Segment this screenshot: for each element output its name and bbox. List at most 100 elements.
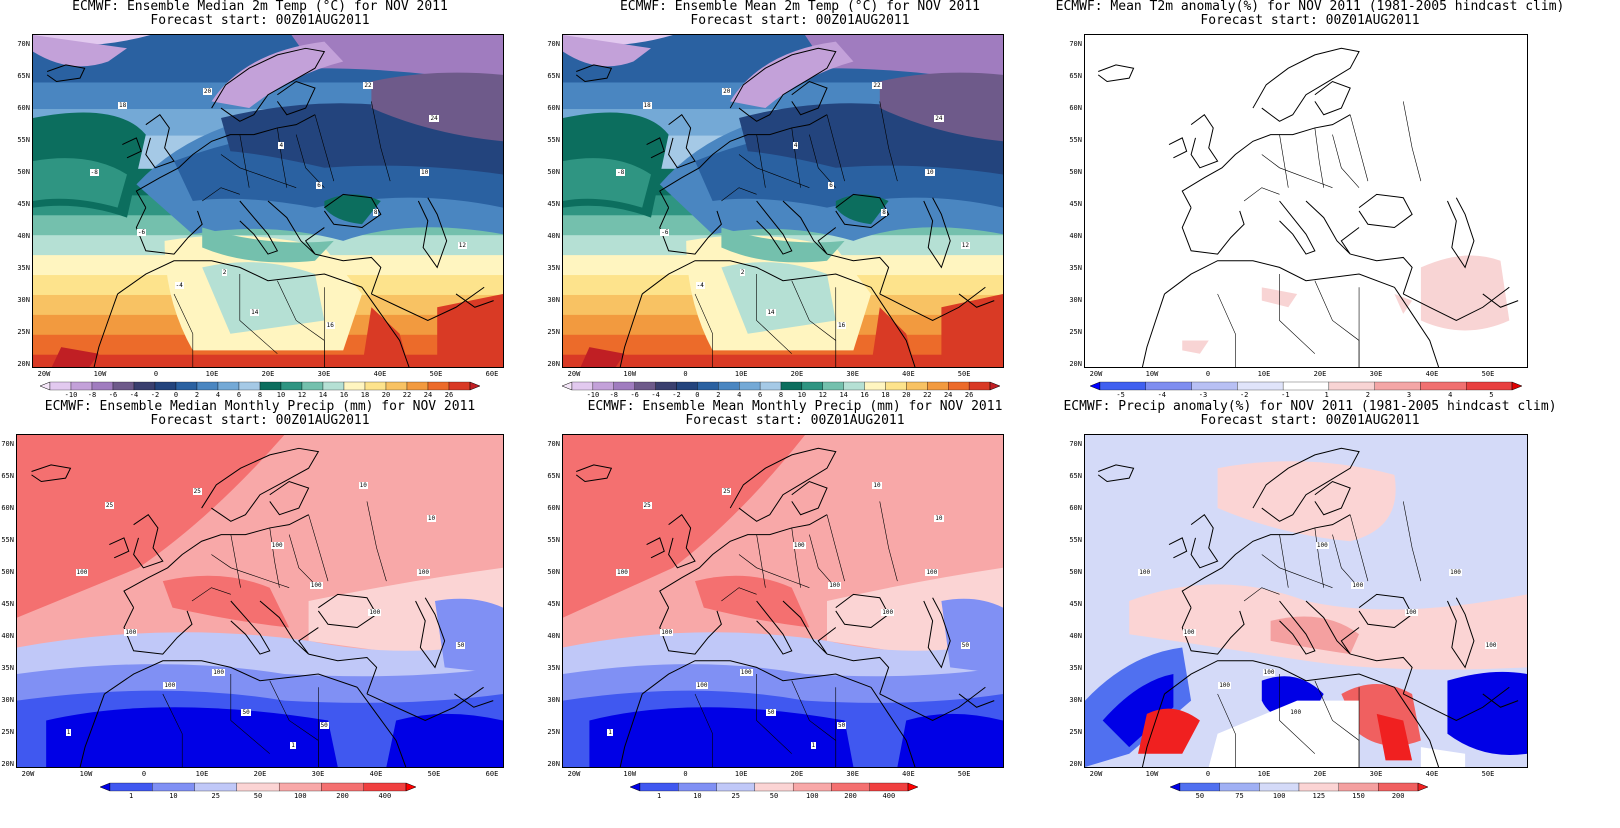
colorbar-swatch (948, 381, 970, 391)
contour-label: 100 (1262, 668, 1276, 676)
contour-label: 20 (202, 88, 213, 96)
coastline (415, 597, 446, 669)
lon-tick-label: 0 (1205, 770, 1211, 778)
contour-label: 100 (163, 682, 177, 690)
colorbar-swatch (322, 381, 345, 391)
contour-label: 100 (309, 581, 323, 589)
colorbar-swatch (1099, 381, 1146, 391)
colorbar-label: 6 (757, 391, 763, 399)
country-border (1261, 554, 1333, 588)
coastline (870, 287, 916, 367)
colorbar-label: -2 (672, 391, 681, 399)
colorbar-label: -8 (609, 391, 619, 399)
colorbar-swatch (1237, 381, 1284, 391)
contour-label: 100 (616, 568, 629, 576)
panel-subtitle: Forecast start: 00Z01AUG2011 (685, 413, 905, 428)
contour-label: -6 (136, 228, 147, 236)
contour-label: 100 (270, 541, 284, 549)
contour-label: 16 (325, 322, 335, 330)
colorbar-label: 10 (169, 792, 178, 800)
lat-tick-label: 70N (17, 40, 30, 48)
lon-tick-label: 0 (141, 770, 147, 778)
lon-tick-label: 10E (734, 370, 748, 378)
colorbar-swatch (831, 782, 870, 792)
map-field (1085, 35, 1527, 367)
map-panel-p3: ECMWF: Mean T2m anomaly(%) for NOV 2011 … (1040, 0, 1580, 34)
map-area: -8 -6 -4 2 4 6 8 10 12 14 16 18 20 22 24 (562, 34, 1004, 368)
colorbar-label: 400 (882, 792, 896, 800)
coastline (668, 114, 696, 169)
colorbar-label: 14 (839, 391, 848, 399)
coastline (1305, 600, 1360, 655)
colorbar-label: 24 (423, 391, 433, 399)
contour-label: -4 (174, 282, 184, 290)
coastline (835, 193, 890, 229)
country-border (173, 293, 194, 367)
colorbar-swatch (571, 381, 594, 391)
lat-tick-label: 20N (1, 760, 14, 768)
lat-tick-label: 35N (1, 664, 14, 672)
contour-label: 25 (642, 501, 652, 509)
panel-title: ECMWF: Precip anomaly(%) for NOV 2011 (1… (1063, 399, 1557, 414)
colorbar-swatch (152, 782, 195, 792)
contour-label: 100 (1315, 541, 1329, 549)
coastline (756, 200, 793, 255)
lat-tick-label: 65N (547, 472, 560, 480)
colorbar-swatch (1145, 381, 1192, 391)
contour-label: 24 (429, 115, 439, 123)
lat-tick-label: 25N (547, 328, 560, 336)
colorbar-swatch (1191, 381, 1238, 391)
colorbar-swatch (238, 381, 261, 391)
contour-label: 100 (368, 608, 382, 616)
colorbar-label: 25 (731, 792, 740, 800)
colorbar-swatch (822, 381, 844, 391)
colorbar-label: 50 (769, 792, 779, 800)
lat-tick-label: 60N (547, 504, 560, 512)
lat-tick-label: 60N (1069, 104, 1082, 112)
coastline (1181, 114, 1351, 208)
colorbar-label: -5 (1116, 391, 1125, 399)
colorbar-swatch (754, 782, 794, 792)
coastline (791, 80, 828, 116)
coastline (619, 293, 643, 367)
country-border (694, 293, 713, 367)
colorbar-label: 1 (129, 792, 134, 800)
colorbar-swatch (154, 381, 177, 391)
lat-tick-label: 50N (1, 568, 14, 576)
coastline (230, 600, 271, 655)
lat-tick-label: 45N (547, 200, 560, 208)
map-area: 100 100 100 100 100 100 100 100 100 100 (1084, 434, 1528, 768)
colorbar-label: 22 (402, 391, 412, 399)
coastline (1350, 653, 1413, 695)
lon-tick-label: 20W (567, 370, 581, 378)
contour-label: 8 (881, 208, 887, 216)
country-border (1349, 114, 1369, 182)
country-border (694, 693, 713, 767)
colorbar-label: 1 (1324, 391, 1329, 399)
coastline (659, 114, 828, 208)
lon-tick-label: 0 (153, 370, 159, 378)
coastline (1181, 514, 1351, 608)
contour-label: 10 (934, 515, 944, 523)
lon-tick-label: 0 (1205, 370, 1211, 378)
contour-label: 2 (221, 268, 228, 276)
country-border (1217, 293, 1236, 367)
lat-tick-label: 25N (1, 728, 14, 736)
colorbar-label: 10 (693, 792, 702, 800)
country-border (269, 527, 280, 588)
lon-tick-label: 40E (1425, 370, 1439, 378)
contour-label: 100 (1182, 628, 1196, 636)
country-border (211, 554, 290, 588)
coastline (1482, 293, 1519, 308)
lat-tick-label: 55N (1, 536, 14, 544)
country-border (202, 187, 240, 202)
colorbar-swatch (217, 381, 240, 391)
colorbar-label: -1 (1281, 391, 1290, 399)
coastline (201, 447, 320, 522)
coastline (659, 207, 722, 255)
colorbar-low-arrow (1089, 381, 1101, 391)
lat-tick-label: 20N (547, 760, 560, 768)
colorbar-label: 5 (1489, 391, 1494, 399)
colorbar-label: 50 (253, 792, 263, 800)
colorbar-swatch (678, 782, 717, 792)
